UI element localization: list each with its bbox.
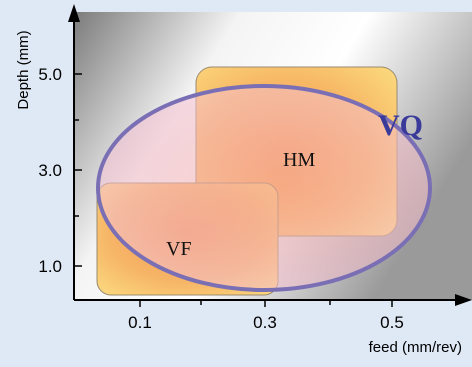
region-vq — [96, 84, 432, 292]
y-tick-label: 5.0 — [38, 65, 62, 84]
y-axis-label: Depth (mm) — [15, 30, 32, 109]
x-axis-label: feed (mm/rev) — [369, 339, 462, 356]
x-axis-arrow — [455, 294, 472, 306]
label-vq: VQ — [378, 109, 423, 142]
label-hm: HM — [283, 149, 315, 171]
y-axis-arrow — [68, 4, 80, 22]
x-tick-label: 0.1 — [128, 313, 152, 332]
y-tick-label: 1.0 — [38, 257, 62, 276]
label-vf: VF — [166, 238, 192, 260]
y-ticks — [74, 73, 82, 267]
x-ticks — [139, 300, 393, 307]
x-tick-label: 0.3 — [253, 313, 277, 332]
x-tick-label: 0.5 — [380, 313, 404, 332]
y-tick-label: 3.0 — [38, 161, 62, 180]
